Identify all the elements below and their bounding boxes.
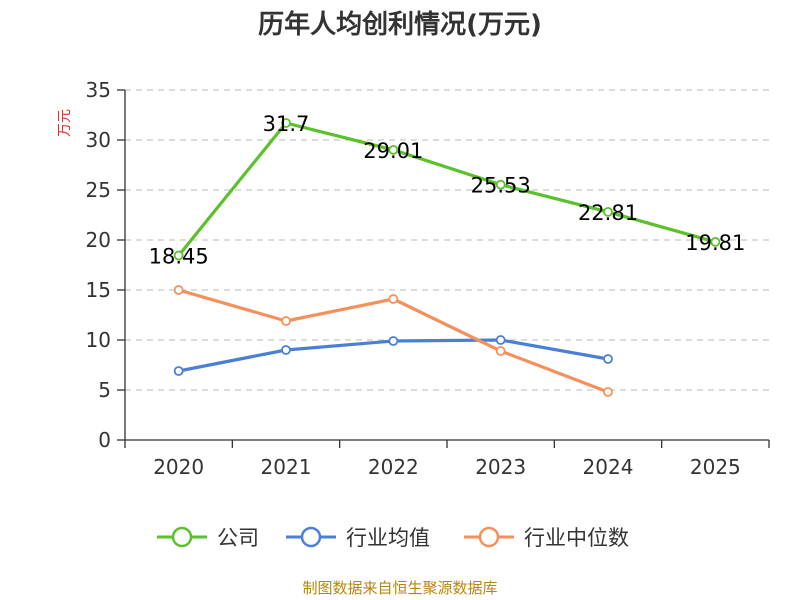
source-note: 制图数据来自恒生聚源数据库 (302, 579, 497, 597)
y-tick-label: 15 (86, 278, 111, 302)
y-tick-label: 0 (98, 428, 111, 452)
data-point (603, 387, 613, 397)
legend: 公司 行业均值 行业中位数 (157, 526, 629, 550)
x-tick-label: 2024 (583, 455, 634, 479)
data-point (388, 336, 399, 346)
data-point (388, 294, 399, 304)
x-tick-label: 2025 (690, 455, 741, 479)
y-tick-label: 20 (86, 228, 111, 252)
x-tick-label: 2022 (368, 455, 419, 479)
data-point (495, 335, 506, 345)
grid-lines (125, 89, 769, 391)
y-tick-label: 5 (98, 378, 111, 402)
data-point (173, 285, 184, 295)
y-tick-label: 25 (86, 178, 111, 202)
data-point (603, 206, 613, 217)
series-line-0 (177, 121, 716, 257)
legend-marker (171, 526, 193, 548)
data-label: 19.81 (685, 231, 745, 255)
y-tick-label: 30 (86, 128, 111, 152)
x-tick-label: 2021 (261, 455, 312, 479)
data-point (281, 118, 291, 128)
axes (117, 89, 770, 448)
chart-title: 历年人均创利情况(万元) (258, 9, 542, 40)
y-axis-label: 万元 (57, 109, 73, 137)
data-point (495, 179, 506, 190)
data-label: 22.81 (578, 201, 638, 225)
data-point (281, 345, 291, 355)
data-point (495, 346, 506, 356)
data-point (710, 236, 721, 247)
y-tick-label: 10 (86, 328, 111, 352)
x-tick-label: 2023 (475, 455, 526, 479)
y-tick-label: 35 (86, 78, 111, 102)
legend-label: 行业中位数 (524, 526, 629, 550)
x-tick-label: 2020 (153, 455, 204, 479)
legend-label: 公司 (217, 526, 259, 550)
data-labels: 18.45 31.7 29.01 25.53 22.81 19.81 (149, 112, 746, 269)
data-point (603, 354, 613, 364)
data-label: 25.53 (471, 174, 531, 198)
legend-label: 行业均值 (346, 526, 430, 550)
data-label: 29.01 (363, 139, 423, 163)
data-point (173, 250, 184, 261)
data-point (388, 144, 399, 155)
legend-marker (478, 526, 500, 548)
series-layer (173, 118, 721, 397)
data-point (281, 316, 291, 326)
legend-marker (300, 526, 322, 548)
data-label: 31.7 (263, 112, 310, 136)
data-point (173, 366, 184, 376)
data-label: 18.45 (149, 245, 209, 269)
